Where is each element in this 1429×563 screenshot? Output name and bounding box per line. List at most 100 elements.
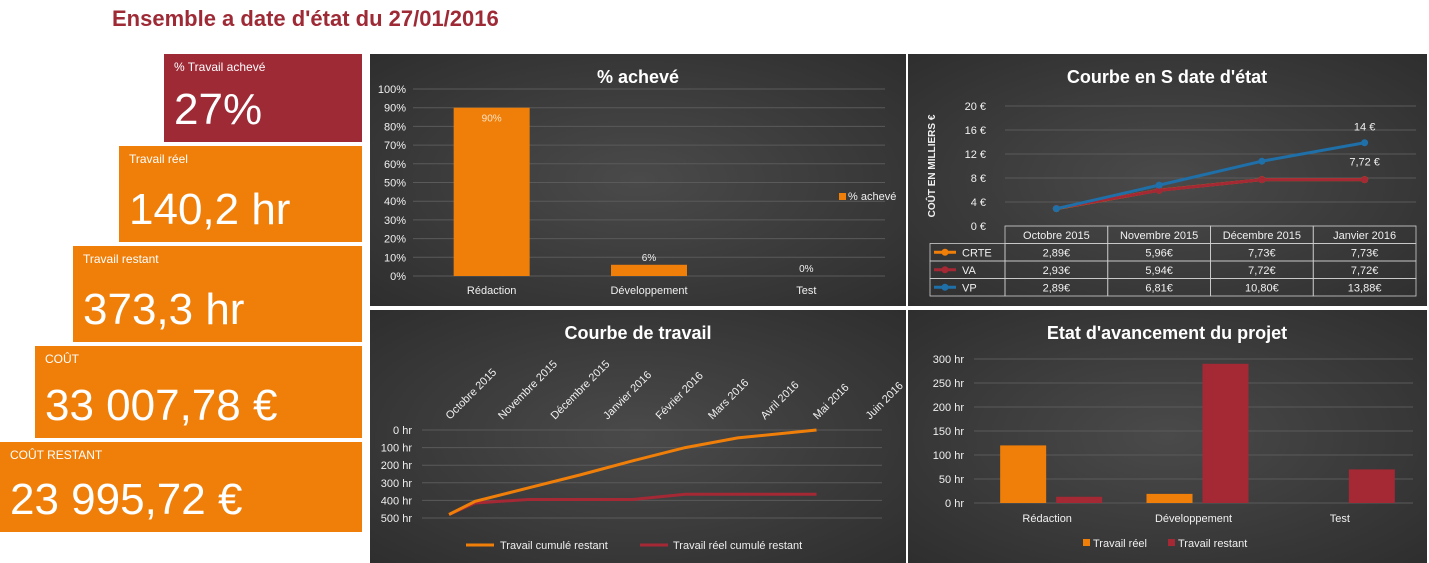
- x-tick-label: Mars 2016: [706, 377, 751, 422]
- legend-label: CRTE: [962, 248, 992, 260]
- bar: [1348, 469, 1395, 503]
- y-tick-label: 90%: [384, 103, 406, 115]
- legend-label: VP: [962, 283, 977, 295]
- y-axis-title: COÛT EN MILLIERS €: [925, 114, 938, 217]
- series-point: [1258, 176, 1266, 184]
- chart-title: Etat d'avancement du projet: [1047, 323, 1287, 343]
- chart-title: Courbe en S date d'état: [1067, 67, 1267, 87]
- y-tick-label: 12 €: [965, 149, 986, 161]
- y-tick-label: 60%: [384, 159, 406, 171]
- y-tick-label: 150 hr: [933, 426, 965, 438]
- y-tick-label: 200 hr: [381, 460, 413, 472]
- bar: [611, 264, 687, 276]
- y-tick-label: 30%: [384, 215, 406, 227]
- kpi-label: COÛT: [45, 352, 79, 366]
- y-tick-label: 40%: [384, 196, 406, 208]
- kpi-remaining-work: Travail restant 373,3 hr: [73, 246, 362, 342]
- x-tick-label: Développement: [610, 285, 687, 297]
- table-value: 7,72€: [1351, 265, 1379, 277]
- bar: [1000, 445, 1047, 503]
- table-value: 13,88€: [1348, 283, 1382, 295]
- y-tick-label: 80%: [384, 121, 406, 133]
- y-tick-label: 100%: [378, 84, 406, 96]
- legend-swatch: [839, 193, 846, 200]
- bar: [1056, 496, 1103, 503]
- y-tick-label: 100 hr: [381, 443, 413, 455]
- x-tick-label: Test: [796, 285, 816, 297]
- x-tick-label: Octobre 2015: [444, 367, 500, 423]
- y-tick-label: 4 €: [971, 197, 986, 209]
- y-tick-label: 16 €: [965, 125, 986, 137]
- kpi-value: 23 995,72 €: [10, 475, 243, 524]
- table-value: 7,73€: [1248, 248, 1276, 260]
- y-tick-label: 70%: [384, 140, 406, 152]
- y-tick-label: 300 hr: [933, 354, 965, 366]
- legend-marker: [941, 248, 949, 256]
- y-tick-label: 300 hr: [381, 478, 413, 490]
- x-tick-label: Rédaction: [1022, 513, 1072, 525]
- y-tick-label: 400 hr: [381, 495, 413, 507]
- table-header: Décembre 2015: [1223, 230, 1301, 242]
- y-tick-label: 10%: [384, 252, 406, 264]
- kpi-cost: COÛT 33 007,78 €: [35, 346, 362, 438]
- kpi-label: % Travail achevé: [174, 60, 266, 74]
- table-value: 2,89€: [1043, 248, 1071, 260]
- chart-work-curve: Courbe de travail 0 hr 100 hr 200 hr 300 hr 4…: [370, 310, 906, 563]
- series-point: [1258, 157, 1266, 165]
- kpi-value: 33 007,78 €: [45, 381, 278, 430]
- legend-label: Travail restant: [1178, 538, 1247, 550]
- y-tick-label: 20 €: [965, 101, 986, 113]
- table-value: 10,80€: [1245, 283, 1279, 295]
- chart-title: % achevé: [597, 67, 679, 87]
- y-tick-label: 500 hr: [381, 513, 413, 525]
- data-annotation: 14 €: [1354, 122, 1375, 134]
- kpi-value: 27%: [174, 85, 263, 134]
- legend-marker: [941, 283, 949, 291]
- kpi-label: Travail restant: [83, 252, 159, 266]
- kpi-value: 373,3 hr: [83, 285, 245, 334]
- legend-label: Travail réel: [1093, 538, 1147, 550]
- y-tick-label: 250 hr: [933, 378, 965, 390]
- x-tick-label: Mai 2016: [811, 382, 851, 422]
- y-tick-label: 50 hr: [939, 474, 964, 486]
- x-tick-label: Rédaction: [467, 285, 517, 297]
- series-point: [1155, 186, 1163, 194]
- x-tick-label: Janvier 2016: [601, 369, 654, 422]
- series-line: [1056, 178, 1365, 210]
- table-header: Janvier 2016: [1333, 230, 1396, 242]
- chart-percent-complete: % achevé 0% 10% 20% 30% 40% 50% 60% 70% 80% 90% 100…: [370, 54, 906, 306]
- table-cell: [1312, 278, 1417, 297]
- work-curve-svg: Courbe de travail 0 hr 100 hr 200 hr 300 hr 4…: [381, 323, 906, 552]
- y-tick-label: 0 hr: [393, 425, 412, 437]
- legend-label: Travail réel cumulé restant: [673, 540, 802, 552]
- y-tick-label: 50%: [384, 178, 406, 190]
- percent-complete-svg: % achevé 0% 10% 20% 30% 40% 50% 60% 70% 80% 90% 100…: [378, 67, 896, 297]
- kpi-remaining-cost: COÛT RESTANT 23 995,72 €: [0, 442, 362, 532]
- table-value: 7,73€: [1351, 248, 1379, 260]
- x-tick-label: Test: [1330, 513, 1350, 525]
- y-tick-label: 0 hr: [945, 498, 964, 510]
- kpi-actual-work: Travail réel 140,2 hr: [119, 146, 362, 242]
- x-tick-label: Avril 2016: [759, 379, 802, 422]
- table-header: Octobre 2015: [1023, 230, 1090, 242]
- data-annotation: 7,72 €: [1349, 157, 1380, 169]
- series-point: [1155, 181, 1163, 189]
- kpi-label: Travail réel: [129, 152, 188, 166]
- chart-s-curve: Courbe en S date d'état COÛT EN MILLIERS …: [908, 54, 1427, 306]
- legend-label: % achevé: [848, 191, 896, 203]
- y-tick-label: 100 hr: [933, 450, 965, 462]
- kpi-percent-complete: % Travail achevé 27%: [164, 54, 362, 142]
- page-title: Ensemble a date d'état du 27/01/2016: [112, 6, 499, 31]
- y-tick-label: 20%: [384, 234, 406, 246]
- legend-swatch: [1168, 539, 1175, 546]
- series-point: [1361, 139, 1369, 147]
- y-tick-label: 200 hr: [933, 402, 965, 414]
- y-tick-label: 0%: [390, 271, 406, 283]
- table-value: 2,89€: [1043, 283, 1071, 295]
- x-tick-label: Février 2016: [654, 370, 706, 422]
- s-curve-svg: Courbe en S date d'état COÛT EN MILLIERS …: [925, 67, 1417, 297]
- table-value: 5,96€: [1145, 248, 1173, 260]
- legend-label: Travail cumulé restant: [500, 540, 608, 552]
- kpi-value: 140,2 hr: [129, 185, 291, 234]
- series-line: [1056, 141, 1365, 211]
